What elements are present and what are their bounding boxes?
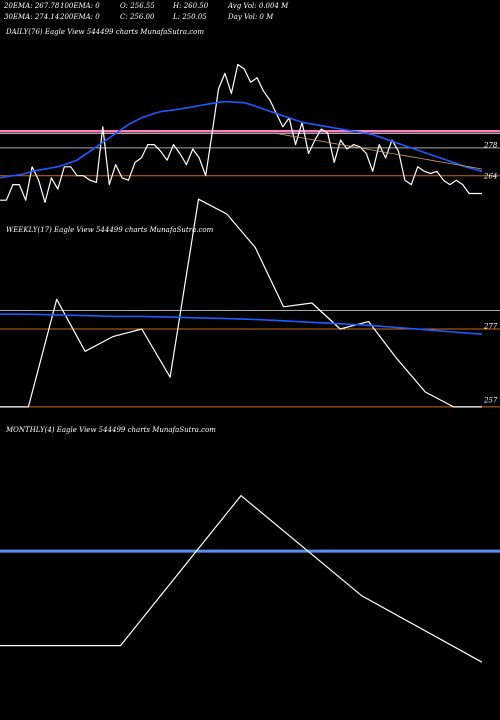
weekly-y-tick-label-1: 257 xyxy=(483,396,498,404)
daily-series-1 xyxy=(0,100,483,179)
stat-close: C: 256.00 xyxy=(120,13,155,21)
stat-open: O: 256.55 xyxy=(120,2,155,10)
stat-200ema: 200EMA: 0 xyxy=(59,13,100,21)
weekly-y-tick-label-0: 277 xyxy=(483,322,498,330)
stat-high: H: 260.50 xyxy=(172,2,209,10)
monthly-series-0 xyxy=(0,495,483,663)
daily-series-0 xyxy=(0,63,482,203)
weekly-series-0 xyxy=(0,198,482,408)
weekly-series-1 xyxy=(0,313,483,335)
stat-day-vol: Day Vol: 0 M xyxy=(227,13,274,21)
daily-panel-title: DAILY(76) Eagle View 544499 charts Munaf… xyxy=(5,28,204,36)
stat-100ema: 100EMA: 0 xyxy=(60,2,100,10)
weekly-panel: WEEKLY(17) Eagle View 544499 charts Muna… xyxy=(6,226,214,234)
stat-avg-vol: Avg Vol: 0.004 M xyxy=(227,2,289,10)
weekly-panel-title: WEEKLY(17) Eagle View 544499 charts Muna… xyxy=(6,226,214,234)
monthly-panel-title: MONTHLY(4) Eagle View 544499 charts Muna… xyxy=(5,426,216,434)
chart-plots: 278 264 277 257 xyxy=(0,63,500,663)
stat-20ema: 20EMA: 267.78 xyxy=(3,2,60,10)
stat-30ema: 30EMA: 274.14 xyxy=(4,13,59,21)
header-stats: 20EMA: 267.78 100EMA: 0 O: 256.55 H: 260… xyxy=(3,2,289,21)
daily-series-2 xyxy=(276,133,483,170)
daily-panel: DAILY(76) Eagle View 544499 charts Munaf… xyxy=(5,28,204,36)
monthly-panel: MONTHLY(4) Eagle View 544499 charts Muna… xyxy=(5,426,216,434)
daily-y-tick-label-0: 278 xyxy=(483,142,498,150)
stat-low: L: 250.05 xyxy=(172,13,207,21)
daily-y-tick-label-1: 264 xyxy=(483,173,497,181)
